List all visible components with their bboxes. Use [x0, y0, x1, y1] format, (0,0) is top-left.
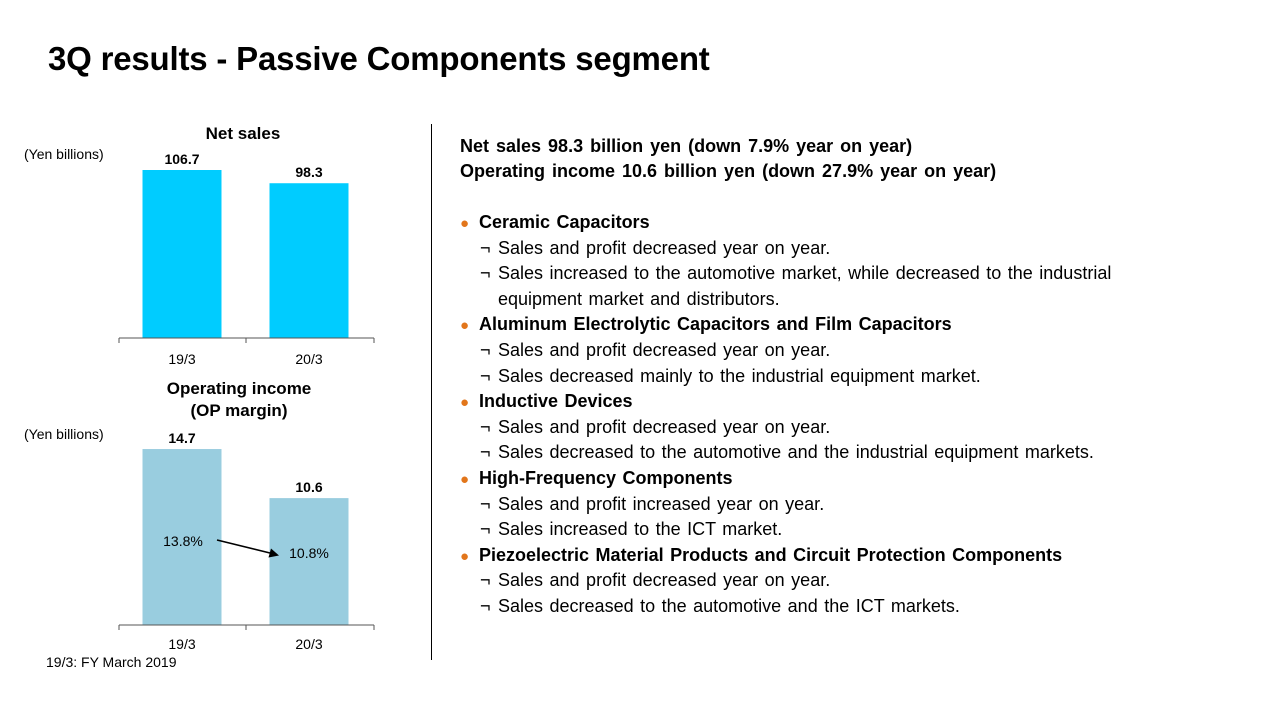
point-text: Sales and profit decreased year on year.: [498, 416, 831, 437]
op-margin-label-19-3: 13.8%: [163, 533, 203, 549]
point-marker-icon: ¬: [480, 237, 491, 258]
bullet-icon: ●: [460, 317, 470, 335]
category-label: Inductive Devices: [479, 391, 633, 412]
bullet-point: ¬ Sales increased to the automotive marke…: [460, 261, 1240, 287]
point-text: Sales increased to the automotive market…: [498, 263, 1112, 284]
bullet-point: ¬ Sales decreased mainly to the industria…: [460, 364, 1240, 390]
point-text: Sales decreased to the automotive and th…: [498, 595, 960, 616]
op-income-bar-19-3: [142, 449, 222, 625]
op-income-bars: 14.7 19/3 10.6 20/3: [142, 430, 349, 650]
op-income-chart-title-line1: Operating income: [167, 379, 312, 398]
point-marker-icon: ¬: [480, 416, 491, 437]
point-marker-icon: ¬: [480, 339, 491, 360]
point-text: Sales and profit decreased year on year.: [498, 237, 831, 258]
op-income-value-label: 10.6: [295, 479, 322, 495]
net-sales-value-label: 98.3: [295, 164, 322, 180]
bullet-point: ¬ Sales and profit decreased year on year…: [460, 338, 1240, 364]
point-text: Sales and profit decreased year on year.: [498, 339, 831, 360]
spacer: [460, 184, 1240, 210]
op-income-category-label: 20/3: [295, 636, 322, 650]
results-commentary: Net sales 98.3 billion yen (down 7.9% ye…: [460, 134, 1240, 620]
net-sales-summary: Net sales 98.3 billion yen (down 7.9% ye…: [460, 136, 913, 156]
point-text: Sales and profit increased year on year.: [498, 493, 825, 514]
op-margin-arrow: [216, 539, 275, 555]
point-marker-icon: ¬: [480, 570, 491, 591]
net-sales-bar-20-3: [269, 183, 349, 338]
point-text: equipment market and distributors.: [498, 288, 780, 309]
operating-income-summary: Operating income 10.6 billion yen (down …: [460, 161, 997, 181]
charts-area: Net sales (Yen billions) 106.7 19/3 98.3 20…: [24, 124, 375, 650]
category-label: Ceramic Capacitors: [479, 212, 650, 232]
category-heading: ● Inductive Devices: [460, 389, 1240, 415]
bullet-point-continuation: equipment market and distributors.: [460, 287, 1240, 313]
op-income-chart-title-line2: (OP margin): [191, 401, 288, 420]
op-income-category-label: 19/3: [168, 636, 195, 650]
bullet-point: ¬ Sales and profit decreased year on year…: [460, 236, 1240, 262]
category-heading: ● Piezoelectric Material Products and Cir…: [460, 543, 1240, 569]
point-text: Sales and profit decreased year on year.: [498, 570, 831, 591]
bullet-icon: ●: [460, 215, 470, 232]
net-sales-category-label: 20/3: [295, 351, 322, 367]
point-marker-icon: ¬: [480, 442, 491, 463]
bullet-point: ¬ Sales decreased to the automotive and t…: [460, 594, 1240, 620]
point-marker-icon: ¬: [480, 263, 491, 284]
bullet-point: ¬ Sales increased to the ICT market.: [460, 517, 1240, 543]
op-income-bar-20-3: [269, 498, 349, 625]
bullet-point: ¬ Sales decreased to the automotive and t…: [460, 440, 1240, 466]
category-label: Piezoelectric Material Products and Circ…: [479, 544, 1063, 565]
point-marker-icon: ¬: [480, 493, 491, 514]
bullet-point: ¬ Sales and profit increased year on year…: [460, 492, 1240, 518]
category-heading: ● Ceramic Capacitors: [460, 210, 1240, 236]
op-margin-label-20-3: 10.8%: [289, 545, 329, 561]
bullet-icon: ●: [460, 394, 470, 412]
point-text: Sales decreased mainly to the industrial…: [498, 365, 981, 386]
op-income-value-label: 14.7: [168, 430, 195, 446]
page-title: 3Q results - Passive Components segment: [48, 40, 710, 77]
net-sales-bars: 106.7 19/3 98.3 20/3: [142, 151, 349, 367]
category-label: High-Frequency Components: [479, 467, 733, 488]
op-income-unit-label: (Yen billions): [24, 426, 104, 442]
op-margin-arrowhead: [268, 548, 279, 558]
point-marker-icon: ¬: [480, 519, 491, 540]
footnote: 19/3: FY March 2019: [46, 654, 177, 670]
bullet-point: ¬ Sales and profit decreased year on year…: [460, 568, 1240, 594]
bullet-icon: ●: [460, 547, 470, 565]
net-sales-value-label: 106.7: [164, 151, 199, 167]
point-marker-icon: ¬: [480, 365, 491, 386]
vertical-divider: [431, 124, 432, 660]
category-heading: ● High-Frequency Components: [460, 466, 1240, 492]
category-label: Aluminum Electrolytic Capacitors and Fil…: [479, 314, 952, 335]
net-sales-category-label: 19/3: [168, 351, 195, 367]
point-marker-icon: ¬: [480, 595, 491, 616]
point-text: Sales decreased to the automotive and th…: [498, 442, 1094, 463]
point-text: Sales increased to the ICT market.: [498, 519, 783, 540]
net-sales-chart-title: Net sales: [206, 124, 281, 143]
net-sales-unit-label: (Yen billions): [24, 146, 104, 162]
category-heading: ● Aluminum Electrolytic Capacitors and Fi…: [460, 312, 1240, 338]
bullet-icon: ●: [460, 470, 470, 488]
net-sales-bar-19-3: [142, 170, 222, 338]
bullet-point: ¬ Sales and profit decreased year on year…: [460, 415, 1240, 441]
